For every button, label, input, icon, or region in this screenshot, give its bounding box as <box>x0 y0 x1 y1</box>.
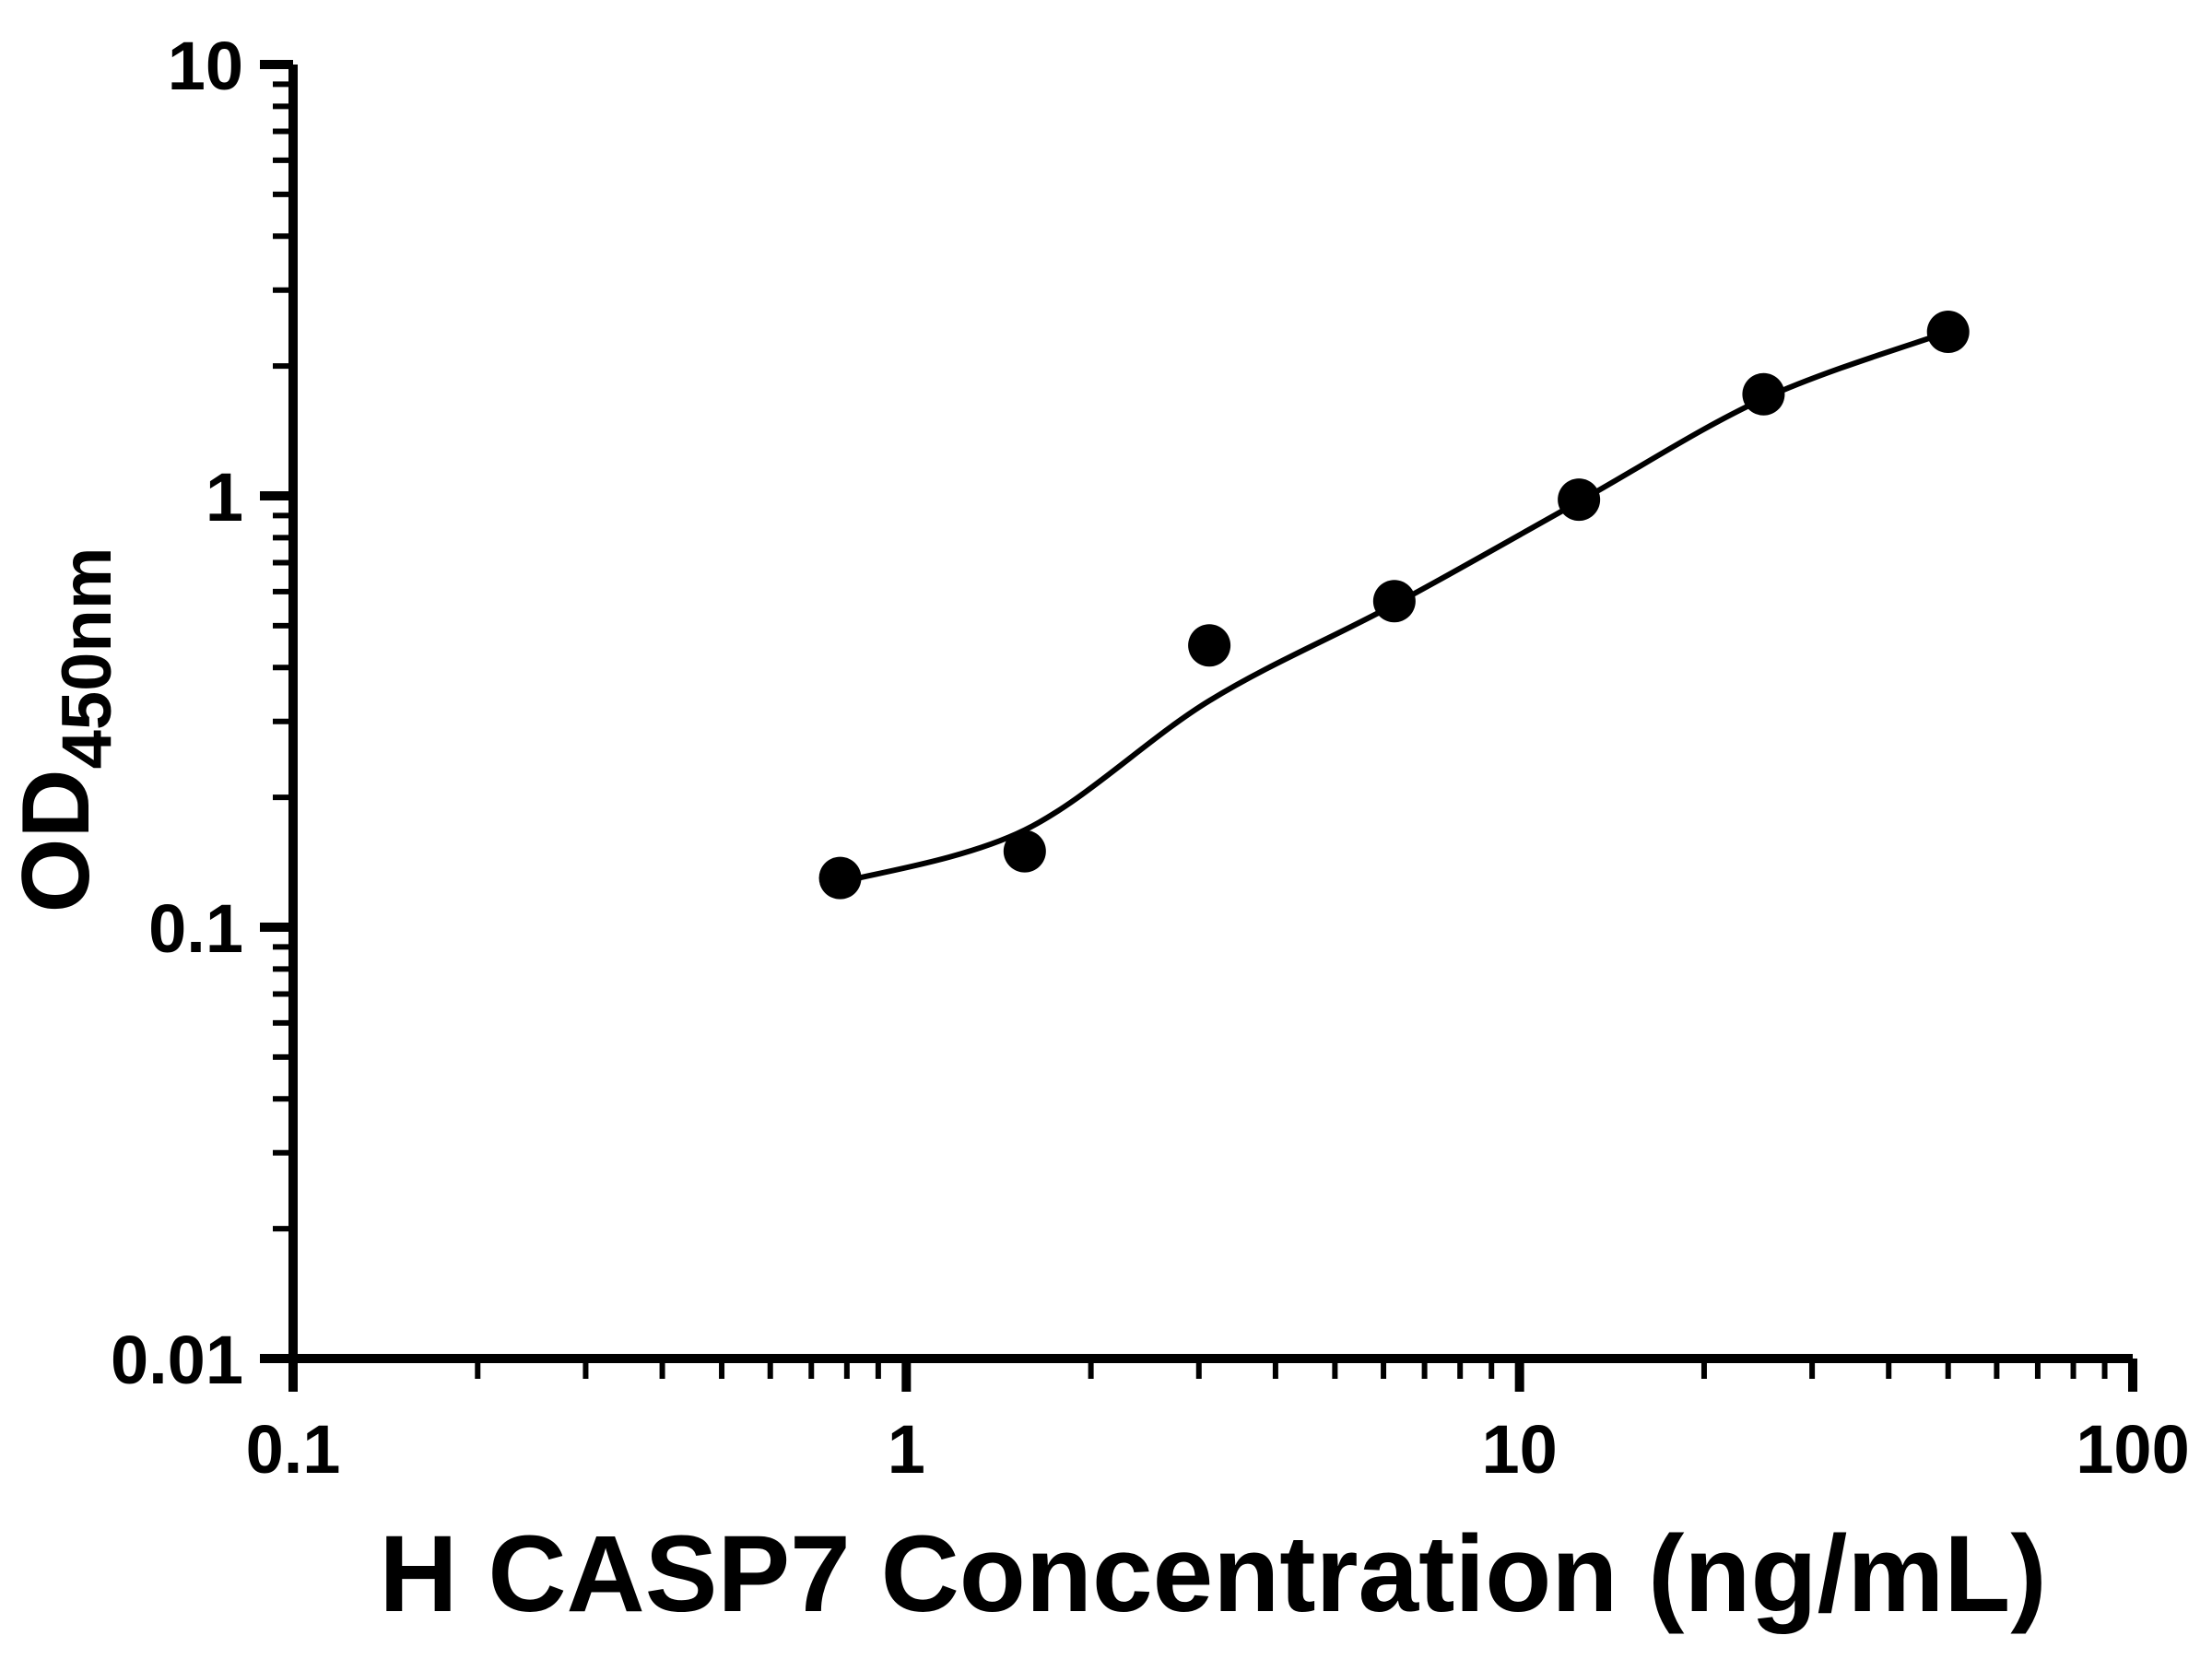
y-axis-title-main: OD <box>3 769 110 912</box>
x-tick-label: 100 <box>2076 1411 2189 1488</box>
data-point <box>1372 580 1416 623</box>
x-axis-title: H CASP7 Concentration (ng/mL) <box>379 1513 2046 1635</box>
data-point <box>1558 478 1601 522</box>
x-tick-label: 1 <box>888 1411 925 1488</box>
data-point <box>1188 624 1231 667</box>
y-tick-label: 0.1 <box>148 890 243 967</box>
x-tick-label: 10 <box>1482 1411 1558 1488</box>
data-point <box>1003 830 1046 873</box>
data-point <box>818 856 862 900</box>
data-point <box>1742 372 1785 416</box>
y-axis-title-sub: 450nm <box>48 547 126 770</box>
x-tick-label: 0.1 <box>246 1411 341 1488</box>
y-axis-title: OD450nm <box>3 547 126 913</box>
y-tick-label: 10 <box>168 28 243 104</box>
y-tick-label: 0.01 <box>111 1322 243 1398</box>
data-point <box>1926 311 1970 354</box>
y-tick-label: 1 <box>206 459 243 535</box>
